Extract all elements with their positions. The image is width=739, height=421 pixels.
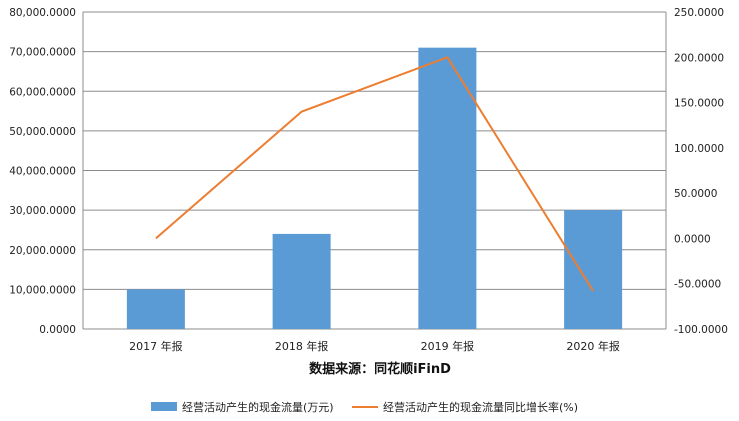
bar-series [126, 47, 623, 329]
axes [82, 12, 667, 329]
bar [418, 47, 477, 329]
left-tick-label: 40,000.0000 [9, 166, 76, 178]
legend-bar-label: 经营活动产生的现金流量(万元) [182, 400, 334, 414]
left-tick-label: 80,000.0000 [9, 7, 76, 19]
right-tick-label: 50.0000 [674, 188, 717, 200]
left-tick-label: 60,000.0000 [9, 86, 76, 98]
category-label: 2017 年报 [129, 339, 183, 353]
right-tick-label: 0.0000 [674, 233, 711, 245]
right-tick-label: 200.0000 [674, 52, 724, 64]
right-tick-label: 100.0000 [674, 143, 724, 155]
left-axis-ticks: 0.0000 10,000.0000 20,000.0000 30,000.0000 4… [9, 7, 76, 336]
bar [126, 289, 185, 329]
right-tick-label: 150.0000 [674, 98, 724, 110]
right-axis-ticks: -100.0000 -50.0000 0.0000 50.0000 100.0000 15… [674, 7, 728, 336]
right-tick-label: -50.0000 [674, 279, 721, 291]
category-label: 2018 年报 [275, 339, 329, 353]
line-path [155, 56, 594, 292]
category-label: 2020 年报 [566, 339, 620, 353]
bar [564, 210, 623, 329]
left-tick-label: 70,000.0000 [9, 47, 76, 59]
left-tick-label: 0.0000 [39, 324, 76, 336]
left-tick-label: 30,000.0000 [9, 205, 76, 217]
left-tick-label: 50,000.0000 [9, 126, 76, 138]
left-tick-label: 20,000.0000 [9, 245, 76, 257]
category-labels: 2017 年报 2018 年报 2019 年报 2020 年报 [129, 339, 620, 353]
legend-bar-swatch [151, 402, 177, 411]
line-series [155, 56, 594, 292]
bar [272, 233, 331, 329]
legend-line-label: 经营活动产生的现金流量同比增长率(%) [383, 400, 578, 414]
right-tick-label: 250.0000 [674, 7, 724, 19]
left-tick-label: 10,000.0000 [9, 284, 76, 296]
source-note: 数据来源：同花顺iFinD [309, 361, 451, 377]
legend: 经营活动产生的现金流量(万元) 经营活动产生的现金流量同比增长率(%) [151, 400, 578, 414]
right-tick-label: -100.0000 [674, 324, 728, 336]
category-label: 2019 年报 [421, 339, 475, 353]
